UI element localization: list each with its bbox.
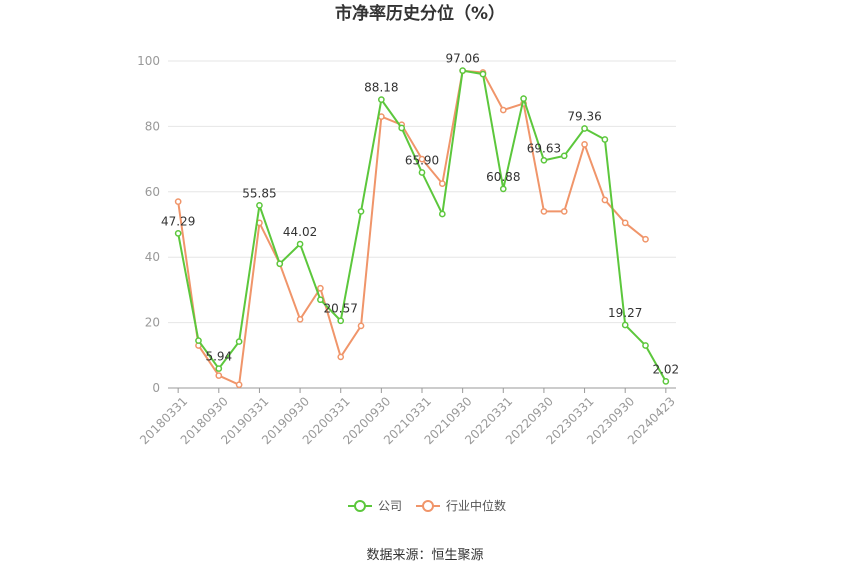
data-point [459, 67, 466, 74]
data-label: 88.18 [364, 81, 398, 95]
legend-item[interactable]: 行业中位数 [416, 498, 506, 513]
data-point [499, 185, 507, 193]
data-point [438, 180, 446, 187]
data-point [540, 208, 548, 215]
data-point [601, 196, 609, 204]
x-axis: 2018033120180930201903312019093020200331… [137, 387, 678, 447]
data-point [195, 337, 202, 344]
data-point [438, 210, 446, 218]
data-point [662, 378, 670, 385]
data-point [256, 202, 263, 209]
data-point [398, 124, 406, 132]
data-point [520, 95, 527, 102]
data-point [337, 353, 345, 361]
data-point [499, 106, 507, 114]
data-point [235, 338, 243, 345]
data-point [317, 296, 324, 304]
y-tick-label: 100 [137, 54, 160, 68]
data-point [215, 365, 223, 372]
legend-label: 公司 [378, 499, 402, 513]
data-point [296, 315, 304, 323]
y-tick-label: 20 [145, 316, 160, 330]
data-point [235, 381, 243, 389]
data-point [418, 169, 426, 176]
data-point [621, 321, 629, 329]
legend-item[interactable]: 公司 [348, 499, 402, 513]
data-point [215, 372, 223, 379]
data-label: 20.57 [324, 302, 358, 316]
data-point [601, 136, 609, 143]
chart-title: 市净率历史分位（%） [335, 3, 505, 24]
data-label: 5.94 [205, 350, 232, 364]
legend-label: 行业中位数 [446, 498, 506, 513]
data-label: 97.06 [445, 52, 479, 66]
data-point [540, 156, 548, 164]
data-point [337, 317, 345, 325]
data-point [560, 208, 568, 215]
y-axis: 0 20 40 60 80 100 [137, 54, 160, 395]
data-point [276, 260, 284, 268]
data-point [296, 240, 304, 248]
data-label: 2.02 [652, 362, 679, 376]
data-point [418, 155, 426, 163]
data-label: 79.36 [567, 109, 601, 123]
data-label: 69.63 [527, 141, 561, 155]
data-label: 19.27 [608, 306, 642, 320]
data-point [357, 322, 365, 330]
legend-marker [422, 500, 434, 512]
data-label: 65.90 [405, 154, 439, 168]
data-point [642, 235, 649, 243]
data-labels: 47.29 5.94 55.85 44.02 20.57 88.18 65.90 97.06 6… [161, 52, 679, 377]
data-label: 44.02 [283, 225, 317, 239]
data-point [560, 152, 568, 160]
source-text: 数据来源：恒生聚源 [366, 548, 483, 563]
series-line [177, 69, 647, 387]
data-label: 47.29 [161, 214, 195, 228]
data-point [479, 70, 487, 78]
y-tick-label: 80 [145, 119, 160, 133]
data-point [317, 284, 324, 292]
data-point [378, 96, 385, 104]
data-point [581, 125, 588, 132]
data-point [621, 219, 629, 227]
data-label: 60.88 [486, 170, 520, 184]
legend[interactable]: 公司 行业中位数 [348, 498, 506, 513]
data-point [174, 230, 182, 237]
data-label: 55.85 [242, 186, 276, 200]
y-tick-label: 0 [152, 381, 160, 395]
legend-marker [354, 500, 366, 512]
data-point [357, 208, 365, 215]
data-point [642, 342, 649, 349]
series-group [174, 67, 670, 389]
y-tick-label: 60 [145, 185, 160, 199]
data-point [581, 141, 588, 148]
data-point [174, 198, 182, 205]
y-tick-label: 40 [145, 250, 160, 264]
